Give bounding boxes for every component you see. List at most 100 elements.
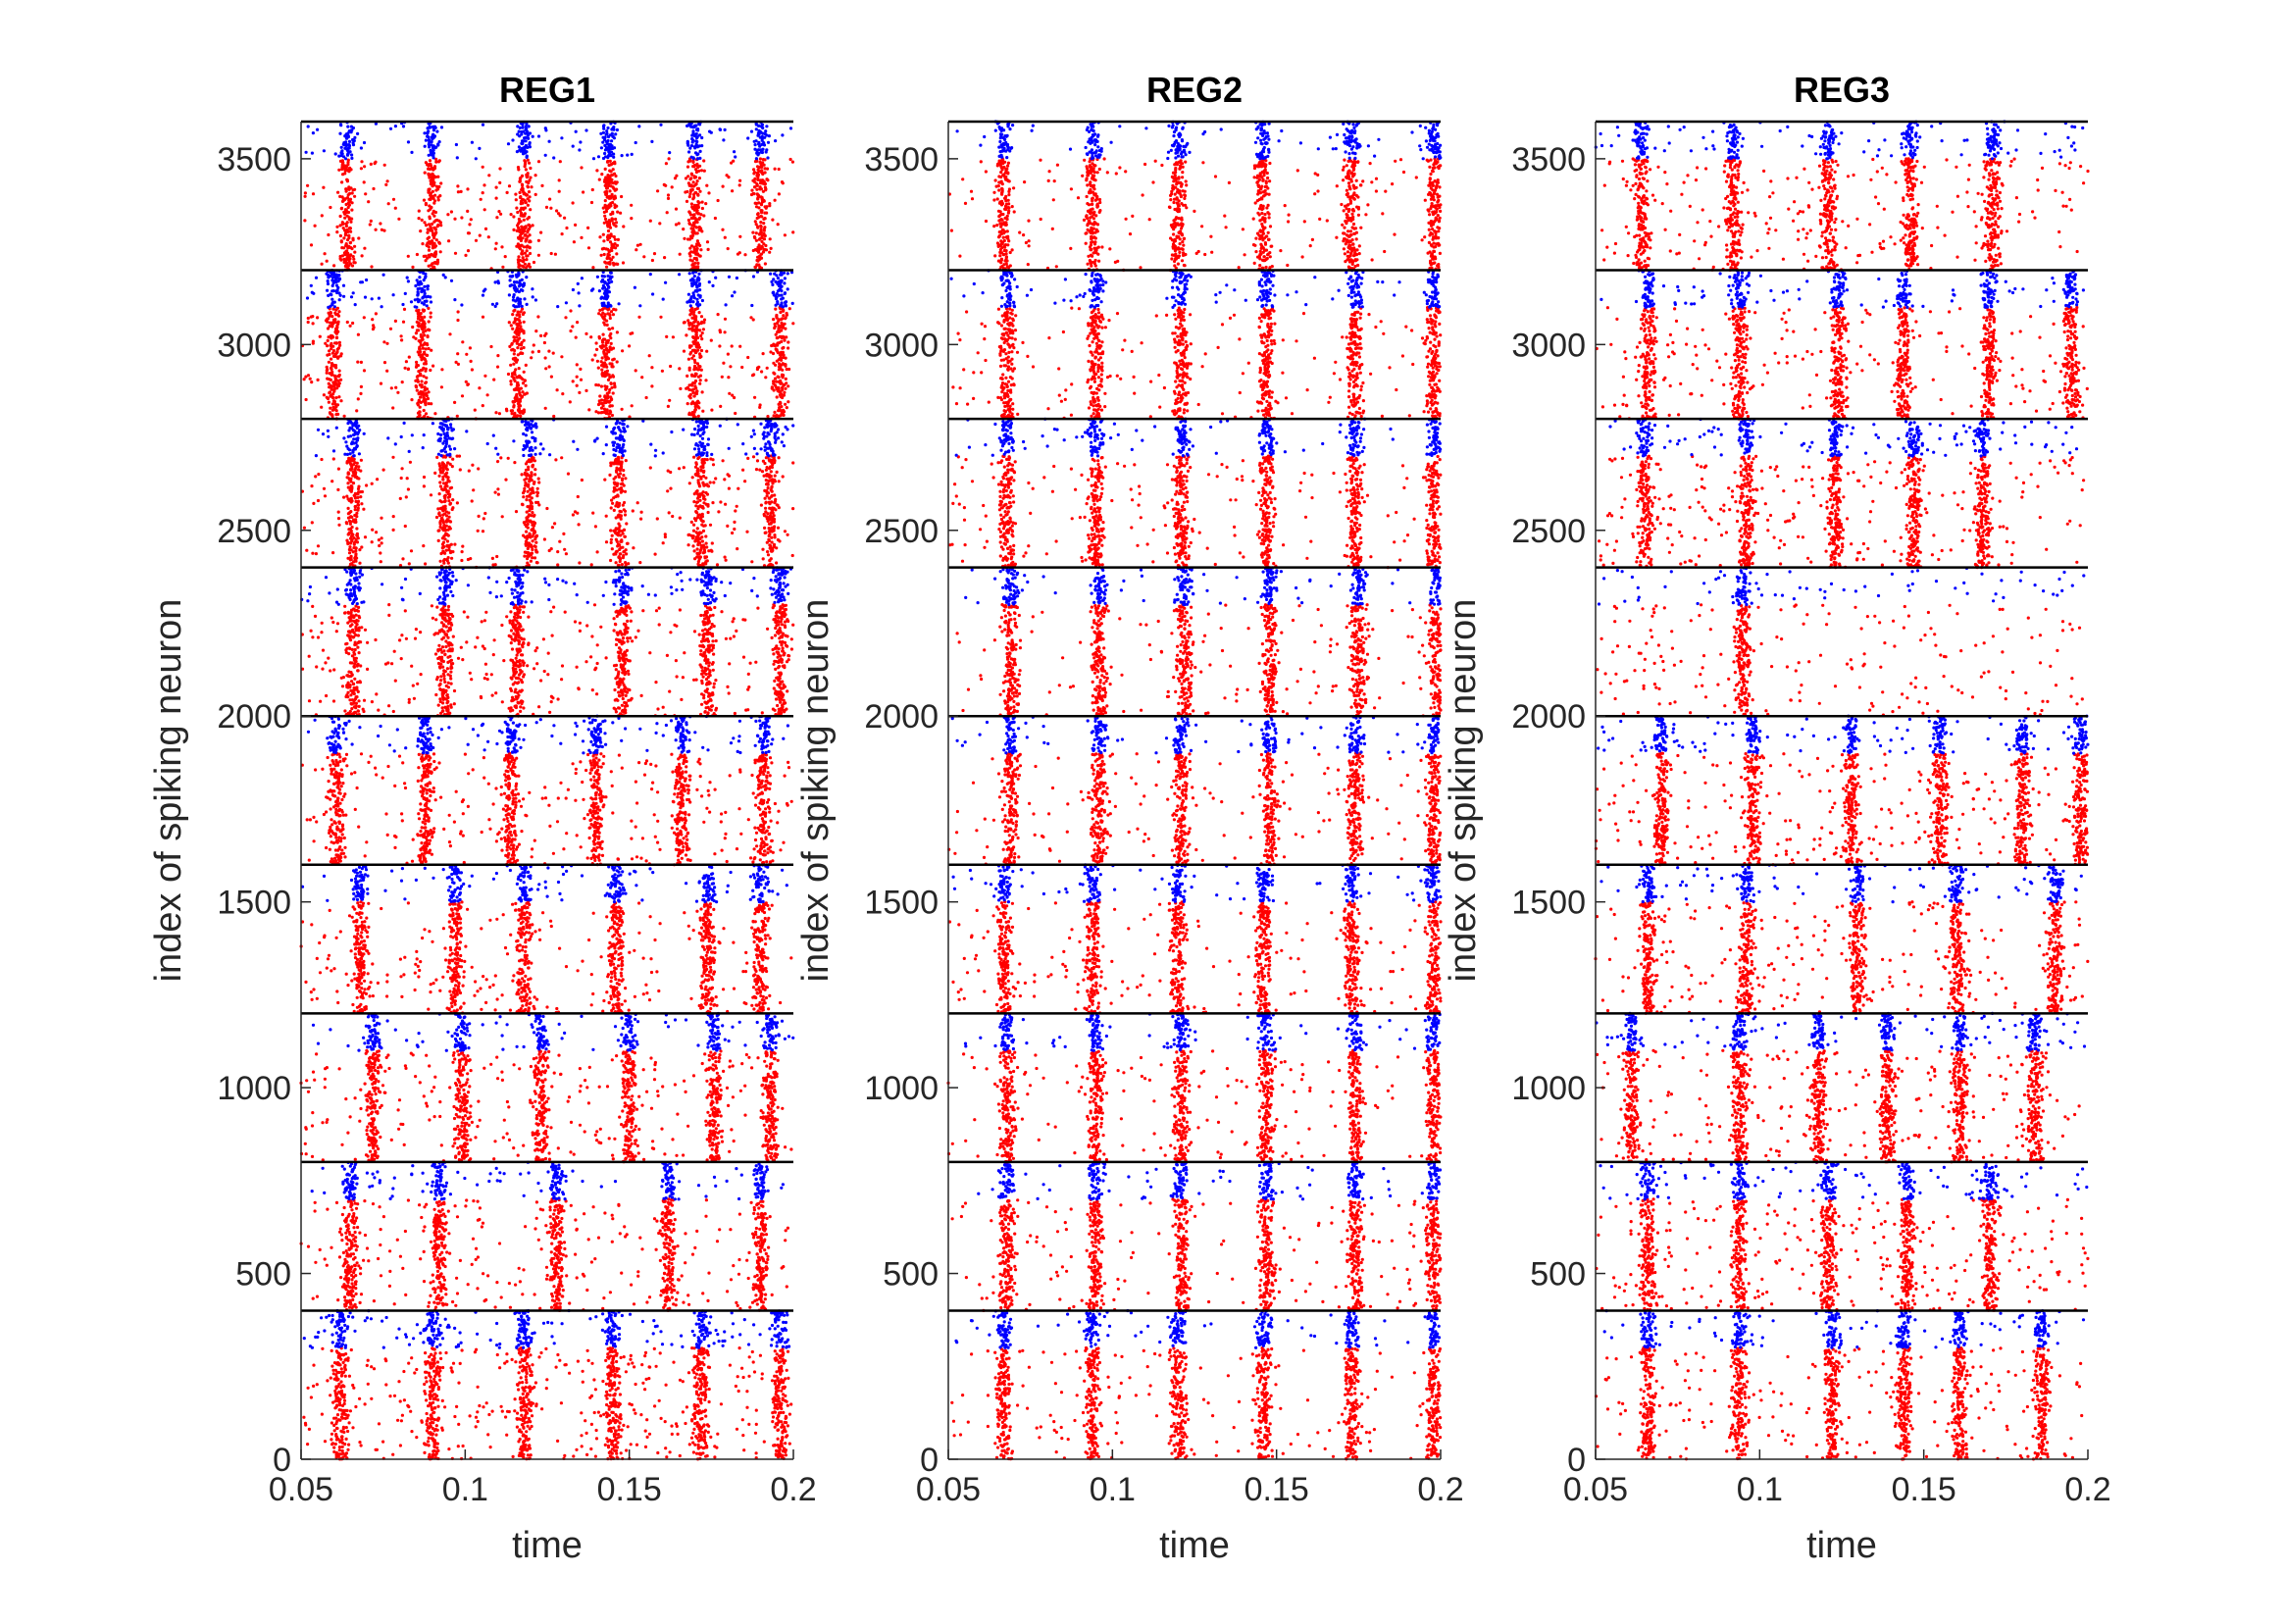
spike-dot xyxy=(735,1300,738,1304)
spike-dot xyxy=(673,1018,678,1022)
spike-dot xyxy=(757,1206,761,1210)
spike-dot xyxy=(434,1366,438,1370)
spike-dot xyxy=(556,1255,560,1259)
spike-dot xyxy=(457,1088,461,1091)
spike-dot xyxy=(563,1031,567,1035)
spike-dot xyxy=(773,1057,777,1061)
spike-dot xyxy=(560,1322,564,1326)
spike-dot xyxy=(367,1113,371,1117)
spike-dot xyxy=(312,1384,316,1388)
spike-dot xyxy=(439,1143,443,1147)
spike-dot xyxy=(674,1297,679,1301)
spike-dot xyxy=(429,1365,432,1369)
spike-dot xyxy=(450,1369,454,1373)
spike-dot xyxy=(463,1121,467,1125)
spike-dot xyxy=(557,1266,561,1270)
spike-dot xyxy=(624,1370,629,1374)
spike-dot xyxy=(458,1061,462,1065)
spike-dot xyxy=(628,1312,633,1316)
spike-dot xyxy=(437,1165,442,1169)
spike-dot xyxy=(623,1094,628,1098)
spike-dot xyxy=(345,1180,349,1185)
spike-dot xyxy=(433,1233,437,1237)
spike-dot xyxy=(517,1266,521,1270)
spike-dot xyxy=(768,1113,773,1117)
spike-dot xyxy=(438,1114,442,1119)
spike-dot xyxy=(789,1147,793,1151)
spike-dot xyxy=(329,1394,332,1397)
spike-dot xyxy=(342,1205,346,1210)
spike-dot xyxy=(331,1368,335,1372)
spike-dot xyxy=(432,1280,435,1284)
spike-dot xyxy=(716,1080,721,1084)
spike-dot xyxy=(398,1254,402,1258)
spike-dot xyxy=(670,1278,675,1282)
spike-dot xyxy=(387,1284,391,1288)
spike-dot xyxy=(766,1031,770,1035)
spike-dot xyxy=(344,1236,348,1240)
spike-dot xyxy=(388,1395,392,1398)
spike-dot xyxy=(536,1017,540,1021)
spike-dot xyxy=(707,1344,711,1347)
spike-dot xyxy=(545,1273,549,1278)
spike-dot xyxy=(425,1422,429,1426)
spike-dot xyxy=(703,1391,707,1395)
spike-dot xyxy=(764,1251,768,1255)
spike-dot xyxy=(533,1148,537,1152)
spike-dot xyxy=(428,1118,432,1122)
spike-dot xyxy=(342,1398,347,1402)
spike-dot xyxy=(534,1200,539,1204)
spike-dot xyxy=(606,1440,610,1444)
spike-dot xyxy=(767,1150,771,1155)
spike-dot xyxy=(431,1426,434,1431)
spike-dot xyxy=(607,1326,612,1330)
spike-dot xyxy=(631,1043,635,1047)
spike-dot xyxy=(345,1177,349,1182)
spike-dot xyxy=(539,1019,543,1023)
spike-dot xyxy=(531,1025,534,1029)
spike-dot xyxy=(737,1257,741,1262)
spike-dot xyxy=(482,1272,485,1276)
spike-dot xyxy=(377,1422,381,1426)
spike-dot xyxy=(421,1171,425,1175)
spike-dot xyxy=(435,1179,439,1183)
spike-dot xyxy=(350,1294,354,1298)
spike-dot xyxy=(634,1075,637,1079)
spike-dot xyxy=(374,1141,378,1144)
spike-dot xyxy=(754,1177,758,1181)
spike-dot xyxy=(339,1319,343,1323)
spike-dot xyxy=(346,1447,350,1451)
spike-dot xyxy=(433,1243,437,1246)
spike-dot xyxy=(686,1294,690,1297)
spike-dot xyxy=(521,1364,525,1368)
spike-dot xyxy=(502,1118,506,1122)
spike-dot xyxy=(397,1127,401,1131)
spike-dot xyxy=(704,1119,708,1123)
spike-dot xyxy=(525,1409,529,1414)
spike-dot xyxy=(771,1420,775,1424)
spike-dot xyxy=(608,1454,612,1458)
spike-dot xyxy=(440,1337,445,1341)
spike-dot xyxy=(557,1163,561,1167)
spike-dot xyxy=(690,1329,694,1334)
spike-dot xyxy=(658,1351,662,1355)
spike-dot xyxy=(653,938,657,942)
spike-dot xyxy=(422,1341,426,1345)
spike-dot xyxy=(550,1233,555,1237)
spike-dot xyxy=(697,1439,701,1443)
spike-dot xyxy=(353,1263,357,1268)
spike-dot xyxy=(641,992,645,996)
spike-dot xyxy=(310,1124,315,1128)
spike-dot xyxy=(325,966,329,970)
spike-dot xyxy=(612,1426,616,1430)
spike-dot xyxy=(433,1381,438,1385)
spike-dot xyxy=(716,1155,720,1159)
spike-dot xyxy=(355,1261,359,1265)
spike-dot xyxy=(746,1343,751,1346)
spike-dot xyxy=(495,1179,499,1183)
spike-dot xyxy=(741,1375,745,1380)
spike-dot xyxy=(428,1064,432,1068)
spike-dot xyxy=(755,1202,759,1206)
spike-dot xyxy=(605,1085,610,1089)
spike-dot xyxy=(739,1173,743,1177)
